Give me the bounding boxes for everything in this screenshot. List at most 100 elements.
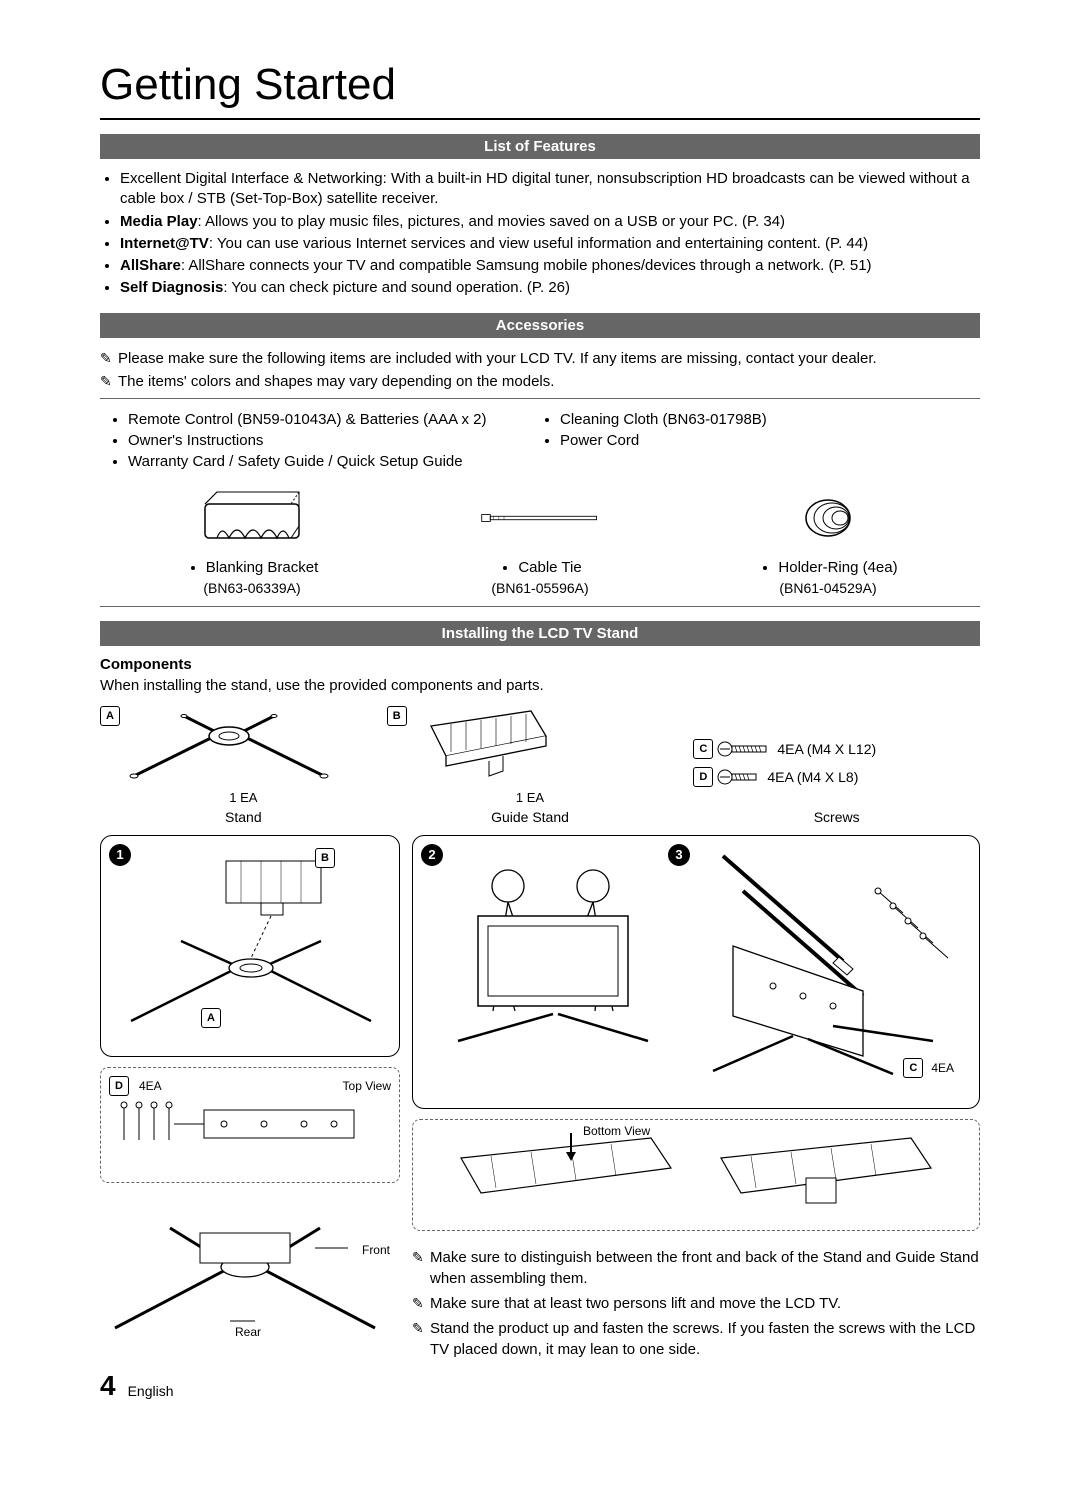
components-label: Components: [100, 656, 980, 673]
step1-icon: [111, 846, 381, 1026]
stand-label: Stand: [225, 809, 262, 825]
screw-c-icon: [717, 740, 769, 758]
step1-badge: 1: [109, 844, 131, 866]
cable-tie-icon: [480, 483, 600, 553]
front-rear-box: Front Rear: [100, 1193, 400, 1347]
feature-text: : You can use various Internet services …: [209, 235, 868, 252]
note-icon: ✎: [412, 1247, 430, 1268]
c-4ea-label: 4EA: [931, 1061, 954, 1075]
footer-lang: English: [128, 1383, 174, 1402]
note-icon: ✎: [100, 348, 118, 369]
acc-part-cell: Blanking Bracket (BN63-06339A): [108, 483, 396, 595]
install-note: ✎ Make sure to distinguish between the f…: [412, 1247, 980, 1289]
screw-c-text: 4EA (M4 X L12): [777, 741, 876, 757]
step23-box: 2 3: [412, 835, 980, 1109]
blanking-bracket-icon: [192, 483, 312, 553]
feature-text: : AllShare connects your TV and compatib…: [181, 257, 872, 274]
acc-part-code: (BN63-06339A): [203, 580, 300, 596]
guide-stand-icon: [411, 706, 561, 786]
step23-icon: [423, 846, 953, 1078]
badge-b: B: [387, 706, 407, 726]
bottomview-icon: [421, 1128, 951, 1218]
bottomview-box: Bottom View: [412, 1119, 980, 1231]
guide-label: Guide Stand: [491, 809, 569, 825]
page-number: 4: [100, 1370, 116, 1402]
acc-list-left: Remote Control (BN59-01043A) & Batteries…: [128, 410, 540, 473]
acc-part-cell: Cable Tie (BN61-05596A): [396, 483, 684, 595]
step1-box: 1: [100, 835, 400, 1057]
guide-qty: 1 EA: [516, 790, 544, 805]
feature-text: Excellent Digital Interface & Networking…: [120, 170, 970, 207]
footer: 4 English: [100, 1370, 980, 1402]
note-text: Please make sure the following items are…: [118, 348, 877, 369]
acc-part-code: (BN61-04529A): [779, 580, 876, 596]
assembly-row: 1: [100, 835, 980, 1362]
feature-item: Excellent Digital Interface & Networking…: [120, 169, 980, 210]
feature-text: : Allows you to play music files, pictur…: [198, 213, 785, 230]
feature-label: Internet@TV: [120, 235, 209, 252]
note-icon: ✎: [412, 1293, 430, 1314]
front-rear-icon: [100, 1193, 390, 1343]
note-row: ✎ Please make sure the following items a…: [100, 348, 980, 369]
component-screws: C 4EA (M4 X L12) D: [673, 735, 980, 825]
badge-c-ref: C: [903, 1058, 923, 1078]
feature-item: AllShare: AllShare connects your TV and …: [120, 256, 980, 276]
feature-item: Media Play: Allows you to play music fil…: [120, 212, 980, 232]
d-4ea-label: 4EA: [139, 1079, 162, 1093]
component-stand: A 1 EA Stand: [100, 706, 387, 825]
note-text: The items' colors and shapes may vary de…: [118, 371, 554, 392]
rear-label: Rear: [235, 1325, 261, 1339]
acc-part-cell: Holder-Ring (4ea) (BN61-04529A): [684, 483, 972, 595]
front-label: Front: [362, 1243, 390, 1257]
acc-item: Cleaning Cloth (BN63-01798B): [560, 410, 972, 430]
component-guide-stand: B 1 EA Guide Stand: [387, 706, 674, 825]
note-text: Stand the product up and fasten the scre…: [430, 1318, 980, 1360]
accessories-box: Remote Control (BN59-01043A) & Batteries…: [100, 398, 980, 607]
acc-item: Warranty Card / Safety Guide / Quick Set…: [128, 452, 540, 472]
bottom-view-label: Bottom View: [583, 1124, 650, 1138]
feature-item: Internet@TV: You can use various Interne…: [120, 234, 980, 254]
stand-qty: 1 EA: [229, 790, 257, 805]
acc-part-code: (BN61-05596A): [491, 580, 588, 596]
acc-item: Power Cord: [560, 431, 972, 451]
note-text: Make sure that at least two persons lift…: [430, 1293, 841, 1314]
acc-item: Remote Control (BN59-01043A) & Batteries…: [128, 410, 540, 430]
topview-box: D 4EA Top View: [100, 1067, 400, 1183]
install-intro: When installing the stand, use the provi…: [100, 677, 980, 694]
step3-badge: 3: [668, 844, 690, 866]
note-text: Make sure to distinguish between the fro…: [430, 1247, 980, 1289]
accessories-header: Accessories: [100, 313, 980, 338]
install-note: ✎ Make sure that at least two persons li…: [412, 1293, 980, 1314]
badge-d-ref: D: [109, 1076, 129, 1096]
feature-text: : You can check picture and sound operat…: [223, 279, 570, 296]
note-icon: ✎: [100, 371, 118, 392]
stand-icon: [124, 706, 334, 786]
feature-item: Self Diagnosis: You can check picture an…: [120, 278, 980, 298]
topview-icon: [109, 1100, 379, 1170]
features-header: List of Features: [100, 134, 980, 159]
top-view-label: Top View: [343, 1079, 391, 1093]
badge-c: C: [693, 739, 713, 759]
acc-part-name: Holder-Ring (4ea): [778, 558, 897, 578]
feature-label: Media Play: [120, 213, 198, 230]
screw-d-icon: [717, 768, 759, 786]
screws-label: Screws: [814, 809, 860, 825]
feature-label: Self Diagnosis: [120, 279, 223, 296]
acc-item: Owner's Instructions: [128, 431, 540, 451]
components-row: A 1 EA Stand B: [100, 706, 980, 825]
install-header: Installing the LCD TV Stand: [100, 621, 980, 646]
title-rule: [100, 118, 980, 120]
badge-a: A: [100, 706, 120, 726]
page-title: Getting Started: [100, 60, 980, 110]
feature-label: AllShare: [120, 257, 181, 274]
badge-b-ref: B: [315, 848, 335, 868]
acc-part-name: Cable Tie: [518, 558, 581, 578]
badge-a-ref: A: [201, 1008, 221, 1028]
acc-part-name: Blanking Bracket: [206, 558, 319, 578]
acc-list-right: Cleaning Cloth (BN63-01798B) Power Cord: [560, 410, 972, 452]
note-row: ✎ The items' colors and shapes may vary …: [100, 371, 980, 392]
holder-ring-icon: [768, 483, 888, 553]
install-note: ✎ Stand the product up and fasten the sc…: [412, 1318, 980, 1360]
features-list: Excellent Digital Interface & Networking…: [120, 169, 980, 299]
badge-d: D: [693, 767, 713, 787]
